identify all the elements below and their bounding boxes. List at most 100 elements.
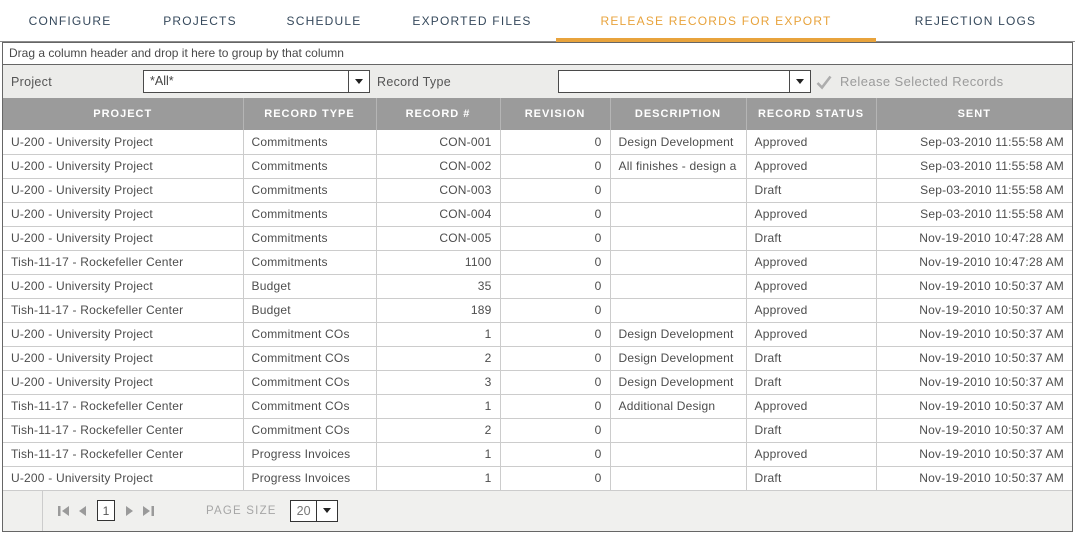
first-page-button[interactable]: [57, 504, 71, 518]
table-row[interactable]: Tish-11-17 - Rockefeller Center Progress …: [3, 442, 1072, 467]
table-row[interactable]: U-200 - University Project Commitments CON…: [3, 130, 1072, 155]
filter-bar: Project *All* Record Type Release Select…: [3, 65, 1072, 98]
cell-record: 1: [376, 394, 501, 419]
cell-description: [610, 418, 747, 443]
cell-revision: 0: [500, 346, 611, 371]
tab-release-records-for-export[interactable]: RELEASE RECORDS FOR EXPORT: [556, 0, 876, 42]
next-page-button[interactable]: [122, 504, 136, 518]
page-size-dropdown[interactable]: 20: [289, 499, 338, 522]
previous-page-button[interactable]: [76, 504, 90, 518]
cell-record: 1: [376, 466, 501, 491]
first-page-icon: [58, 505, 69, 516]
cell-description: Additional Design: [610, 394, 747, 419]
project-filter-dropdown[interactable]: *All*: [143, 70, 370, 93]
cell-description: [610, 274, 747, 299]
pager-controls: 1 PAGE SIZE 20: [43, 491, 338, 531]
table-row[interactable]: Tish-11-17 - Rockefeller Center Budget 189…: [3, 298, 1072, 323]
pager-spacer: [3, 490, 43, 531]
cell-project: U-200 - University Project: [3, 370, 244, 395]
cell-record-type: Commitment COs: [243, 346, 377, 371]
column-header-description[interactable]: DESCRIPTION: [610, 98, 747, 130]
cell-description: [610, 442, 747, 467]
cell-revision: 0: [500, 274, 611, 299]
cell-record-type: Budget: [243, 274, 377, 299]
record-type-filter-dropdown[interactable]: [558, 70, 811, 93]
cell-description: Design Development: [610, 346, 747, 371]
cell-record: 35: [376, 274, 501, 299]
cell-description: [610, 250, 747, 275]
cell-record-type: Commitments: [243, 250, 377, 275]
cell-record: CON-005: [376, 226, 501, 251]
column-header-record[interactable]: RECORD #: [376, 98, 501, 130]
previous-page-icon: [79, 505, 86, 516]
cell-sent: Nov-19-2010 10:47:28 AM: [876, 226, 1072, 251]
project-filter-dropdown-button[interactable]: [348, 71, 369, 92]
cell-project: Tish-11-17 - Rockefeller Center: [3, 418, 244, 443]
cell-record-status: Approved: [746, 130, 877, 155]
tab-bar: CONFIGURE PROJECTS SCHEDULE EXPORTED FILES R…: [0, 0, 1075, 42]
table-row[interactable]: U-200 - University Project Commitments CON…: [3, 154, 1072, 179]
cell-revision: 0: [500, 202, 611, 227]
cell-project: U-200 - University Project: [3, 322, 244, 347]
cell-record: 2: [376, 418, 501, 443]
record-type-filter-dropdown-button[interactable]: [789, 71, 810, 92]
cell-sent: Sep-03-2010 11:55:58 AM: [876, 130, 1072, 155]
cell-project: Tish-11-17 - Rockefeller Center: [3, 394, 244, 419]
cell-revision: 0: [500, 226, 611, 251]
record-type-filter-value[interactable]: [559, 71, 789, 92]
column-header-revision[interactable]: REVISION: [500, 98, 611, 130]
cell-record-type: Progress Invoices: [243, 466, 377, 491]
cell-project: U-200 - University Project: [3, 154, 244, 179]
cell-record: 2: [376, 346, 501, 371]
tab-schedule[interactable]: SCHEDULE: [286, 13, 362, 28]
tab-projects[interactable]: PROJECTS: [163, 13, 237, 28]
table-row[interactable]: U-200 - University Project Commitments CON…: [3, 178, 1072, 203]
tab-exported-files[interactable]: EXPORTED FILES: [412, 13, 532, 28]
cell-revision: 0: [500, 442, 611, 467]
column-header-project[interactable]: PROJECT: [3, 98, 244, 130]
record-type-filter-label: Record Type: [377, 74, 451, 89]
project-filter-value[interactable]: *All*: [150, 74, 174, 88]
cell-description: [610, 178, 747, 203]
table-row[interactable]: Tish-11-17 - Rockefeller Center Commitmen…: [3, 394, 1072, 419]
cell-record-status: Approved: [746, 298, 877, 323]
cell-description: [610, 466, 747, 491]
cell-revision: 0: [500, 130, 611, 155]
cell-record: 189: [376, 298, 501, 323]
table-row[interactable]: U-200 - University Project Commitments CON…: [3, 226, 1072, 251]
tab-configure[interactable]: CONFIGURE: [28, 13, 112, 28]
cell-record-status: Draft: [746, 346, 877, 371]
cell-project: U-200 - University Project: [3, 130, 244, 155]
page-size-dropdown-button[interactable]: [315, 500, 337, 521]
cell-description: All finishes - design a: [610, 154, 747, 179]
cell-revision: 0: [500, 178, 611, 203]
page-size-value[interactable]: 20: [296, 503, 311, 518]
cell-record-status: Draft: [746, 466, 877, 491]
cell-record: CON-003: [376, 178, 501, 203]
cell-record: CON-001: [376, 130, 501, 155]
table-row[interactable]: U-200 - University Project Commitment COs…: [3, 322, 1072, 347]
table-row[interactable]: U-200 - University Project Progress Invoi…: [3, 466, 1072, 491]
table-row[interactable]: U-200 - University Project Budget 35 0 Appro…: [3, 274, 1072, 299]
last-page-button[interactable]: [141, 504, 155, 518]
current-page-indicator[interactable]: 1: [97, 500, 115, 521]
column-header-sent[interactable]: SENT: [876, 98, 1072, 130]
table-row[interactable]: U-200 - University Project Commitment COs…: [3, 370, 1072, 395]
table-row[interactable]: U-200 - University Project Commitment COs…: [3, 346, 1072, 371]
page-size-label: PAGE SIZE: [206, 504, 277, 517]
column-header-record-type[interactable]: RECORD TYPE: [243, 98, 377, 130]
chevron-down-icon: [796, 79, 804, 84]
cell-record-type: Commitments: [243, 226, 377, 251]
cell-description: Design Development: [610, 322, 747, 347]
cell-description: Design Development: [610, 370, 747, 395]
cell-description: [610, 226, 747, 251]
cell-sent: Sep-03-2010 11:55:58 AM: [876, 178, 1072, 203]
group-by-drop-zone[interactable]: Drag a column header and drop it here to…: [3, 43, 1072, 65]
table-row[interactable]: U-200 - University Project Commitments CON…: [3, 202, 1072, 227]
tab-rejection-logs[interactable]: REJECTION LOGS: [914, 13, 1037, 28]
table-row[interactable]: Tish-11-17 - Rockefeller Center Commitmen…: [3, 418, 1072, 443]
release-selected-records-button[interactable]: Release Selected Records: [815, 65, 1004, 98]
cell-project: Tish-11-17 - Rockefeller Center: [3, 298, 244, 323]
table-row[interactable]: Tish-11-17 - Rockefeller Center Commitmen…: [3, 250, 1072, 275]
column-header-record-status[interactable]: RECORD STATUS: [746, 98, 877, 130]
